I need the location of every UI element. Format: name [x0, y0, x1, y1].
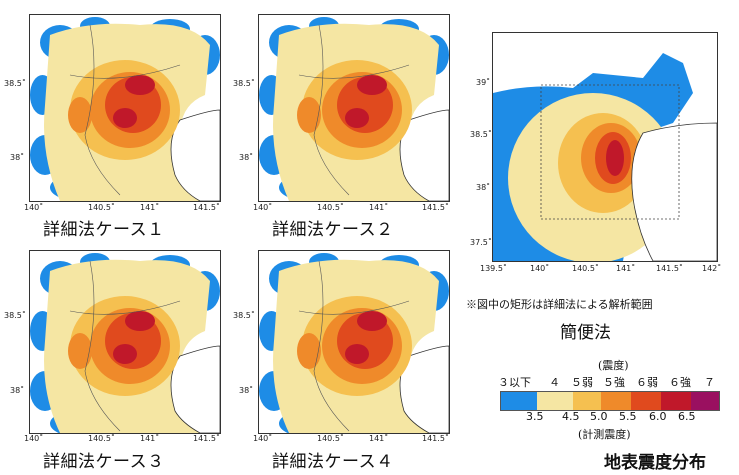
x-tick: 140˚ [253, 203, 273, 212]
intensity-area [297, 97, 321, 133]
y-tick: 39˚ [476, 78, 491, 87]
legend-value: 6.5 [678, 410, 696, 423]
legend-intensity: ３以下 [498, 376, 531, 389]
y-tick: 38˚ [476, 183, 491, 192]
x-tick: 140˚ [24, 434, 44, 443]
legend-intensity: ５強 [603, 376, 625, 389]
legend-intensity: ５弱 [571, 376, 593, 389]
analysis-range-note: ※図中の矩形は詳細法による解析範囲 [466, 298, 653, 311]
x-tick: 141˚ [616, 264, 636, 273]
y-tick: 38.5˚ [4, 311, 26, 320]
boundary-line [69, 300, 181, 315]
analysis-range-rectangle [540, 84, 680, 220]
y-tick: 38˚ [10, 386, 25, 395]
x-tick: 140.5˚ [88, 203, 115, 212]
color-segment [573, 392, 601, 410]
sea-area [170, 109, 220, 201]
x-tick: 140.5˚ [317, 203, 344, 212]
x-tick: 140˚ [530, 264, 550, 273]
intensity-area [113, 344, 137, 364]
legend-intensity: ６強 [669, 376, 691, 389]
x-tick: 141.5˚ [422, 203, 449, 212]
figure-title: 地表震度分布 [604, 453, 706, 473]
intensity-area [68, 333, 92, 369]
intensity-color-bar [500, 391, 720, 411]
x-tick: 141.5˚ [193, 434, 220, 443]
y-tick: 37.5˚ [470, 238, 492, 247]
intensity-area [297, 333, 321, 369]
x-tick: 140˚ [24, 203, 44, 212]
legend-value: 5.5 [619, 410, 637, 423]
intensity-area [345, 344, 369, 364]
y-tick: 38˚ [239, 153, 254, 162]
boundary-line [313, 24, 350, 196]
x-tick: 141.5˚ [422, 434, 449, 443]
map-case-3 [29, 250, 221, 434]
intensity-area [125, 75, 155, 95]
y-tick: 38.5˚ [4, 79, 26, 88]
intensity-area [357, 75, 387, 95]
boundary-line [298, 64, 410, 79]
y-tick: 38.5˚ [233, 311, 255, 320]
x-tick: 141.5˚ [656, 264, 683, 273]
sea-area [399, 345, 449, 433]
intensity-area [68, 97, 92, 133]
color-segment [501, 392, 537, 410]
x-tick: 140˚ [253, 434, 273, 443]
map-caption: 詳細法ケース１ [43, 220, 165, 240]
map-caption: 詳細法ケース２ [272, 220, 394, 240]
boundary-line [84, 260, 121, 432]
x-tick: 141˚ [140, 203, 160, 212]
map-caption: 詳細法ケース４ [272, 452, 394, 472]
map-case-1 [29, 14, 221, 202]
color-segment [661, 392, 691, 410]
boundary-line [298, 300, 410, 315]
x-tick: 139.5˚ [480, 264, 507, 273]
sea-area [631, 122, 717, 261]
intensity-area [113, 108, 137, 128]
legend-intensity: ４ [549, 376, 560, 389]
color-segment [601, 392, 631, 410]
map-simple-method [492, 32, 718, 262]
boundary-line [313, 260, 350, 432]
y-tick: 38.5˚ [233, 79, 255, 88]
intensity-area [606, 140, 624, 176]
legend-value: 4.5 [562, 410, 580, 423]
legend-value: 3.5 [526, 410, 544, 423]
x-tick: 141˚ [140, 434, 160, 443]
sea-area [399, 109, 449, 201]
x-tick: 140.5˚ [317, 434, 344, 443]
simple-method-title: 簡便法 [560, 323, 611, 343]
legend-value: 6.0 [649, 410, 667, 423]
color-segment [691, 392, 719, 410]
color-segment [537, 392, 573, 410]
map-case-2 [258, 14, 450, 202]
x-tick: 140.5˚ [572, 264, 599, 273]
legend-intensity: ６弱 [636, 376, 658, 389]
color-segment [631, 392, 661, 410]
x-tick: 141.5˚ [193, 203, 220, 212]
x-tick: 142˚ [702, 264, 722, 273]
x-tick: 140.5˚ [88, 434, 115, 443]
x-tick: 141˚ [369, 203, 389, 212]
boundary-line [84, 24, 121, 196]
legend-value: 5.0 [590, 410, 608, 423]
intensity-area [345, 108, 369, 128]
x-tick: 141˚ [369, 434, 389, 443]
intensity-area [357, 311, 387, 331]
legend-intensity: ７ [704, 376, 715, 389]
legend-unit-bottom: (計測震度) [578, 428, 631, 441]
sea-area [170, 345, 220, 433]
map-caption: 詳細法ケース３ [43, 452, 165, 472]
legend-unit-top: (震度) [598, 359, 629, 372]
y-tick: 38˚ [239, 386, 254, 395]
y-tick: 38.5˚ [470, 130, 492, 139]
intensity-area [125, 311, 155, 331]
y-tick: 38˚ [10, 153, 25, 162]
map-case-4 [258, 250, 450, 434]
boundary-line [69, 64, 181, 79]
